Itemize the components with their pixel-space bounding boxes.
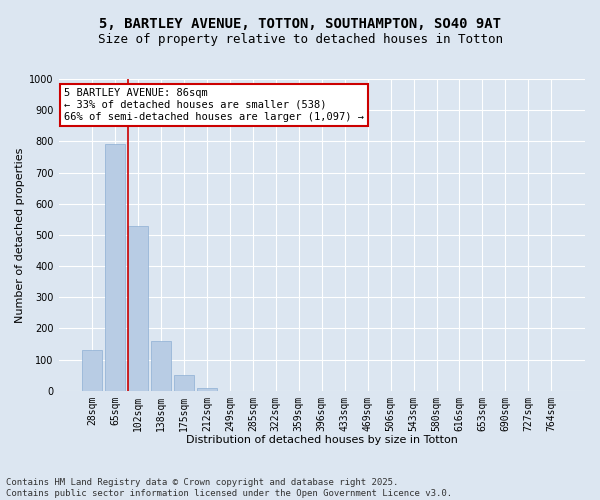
Bar [151, 341, 171, 390]
Bar [197, 388, 217, 390]
Bar [128, 226, 148, 390]
Bar [82, 350, 102, 391]
Text: 5, BARTLEY AVENUE, TOTTON, SOUTHAMPTON, SO40 9AT: 5, BARTLEY AVENUE, TOTTON, SOUTHAMPTON, … [99, 18, 501, 32]
Bar [106, 144, 125, 390]
Text: 5 BARTLEY AVENUE: 86sqm
← 33% of detached houses are smaller (538)
66% of semi-d: 5 BARTLEY AVENUE: 86sqm ← 33% of detache… [64, 88, 364, 122]
X-axis label: Distribution of detached houses by size in Totton: Distribution of detached houses by size … [186, 435, 458, 445]
Text: Size of property relative to detached houses in Totton: Size of property relative to detached ho… [97, 32, 503, 46]
Y-axis label: Number of detached properties: Number of detached properties [15, 147, 25, 322]
Bar [174, 375, 194, 390]
Text: Contains HM Land Registry data © Crown copyright and database right 2025.
Contai: Contains HM Land Registry data © Crown c… [6, 478, 452, 498]
